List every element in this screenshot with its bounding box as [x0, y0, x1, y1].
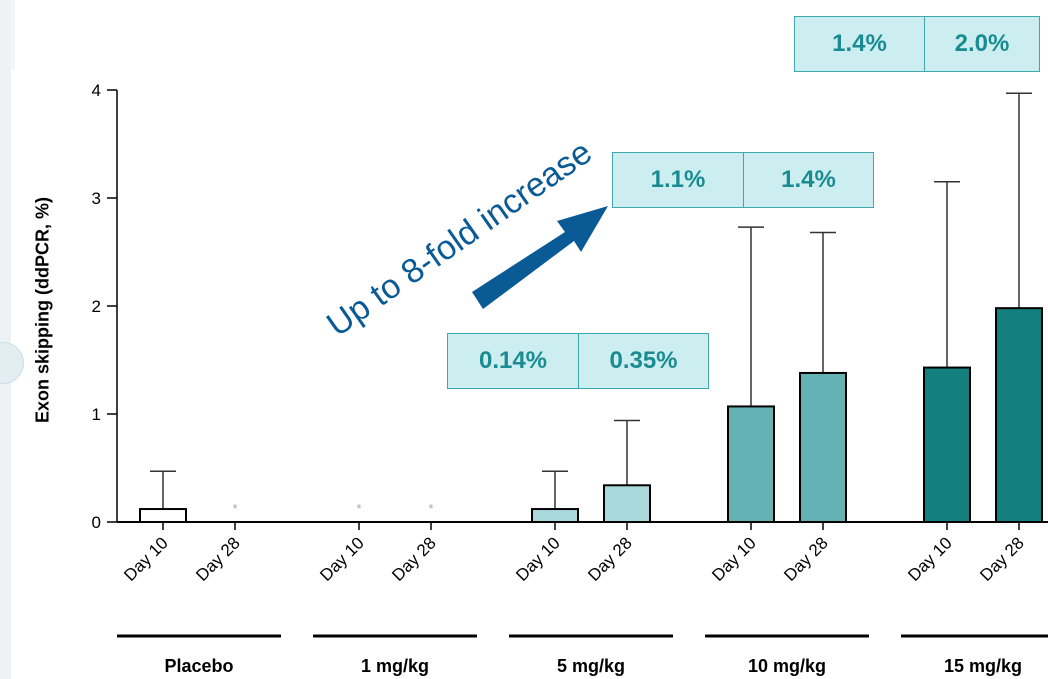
- stat-value-day10: 1.1%: [650, 166, 706, 193]
- y-tick-label: 4: [92, 81, 101, 100]
- left-edge-panel: [0, 0, 11, 679]
- y-tick-label: 1: [92, 405, 101, 424]
- group-label: 5 mg/kg: [557, 656, 625, 676]
- zero-value-marker: *: [232, 501, 237, 516]
- bar: [139, 508, 187, 524]
- y-tick-label: 3: [92, 189, 101, 208]
- bar: [923, 366, 971, 523]
- stat-value-day10: 1.4%: [832, 30, 887, 57]
- stat-box-10mg: 1.1% 1.4%: [612, 152, 874, 208]
- stat-value-day10: 0.14%: [478, 347, 548, 374]
- stat-value-day28: 2.0%: [923, 17, 1039, 71]
- zero-value-marker: *: [356, 501, 361, 516]
- bar: [531, 508, 579, 524]
- group-label: 1 mg/kg: [361, 656, 429, 676]
- group-label: Placebo: [164, 656, 233, 676]
- bar: [727, 405, 775, 523]
- stat-value-day28: 1.4%: [743, 153, 873, 207]
- stat-box-5mg: 0.14% 0.35%: [447, 333, 709, 389]
- group-label: 15 mg/kg: [944, 656, 1022, 676]
- zero-value-marker: *: [428, 501, 433, 516]
- stat-value-day28: 0.35%: [578, 334, 708, 388]
- bar: [995, 307, 1043, 523]
- top-edge-strip: [11, 0, 15, 70]
- increase-arrow-shape: [472, 206, 608, 309]
- group-label: 10 mg/kg: [748, 656, 826, 676]
- bar: [799, 371, 847, 523]
- bar: [603, 484, 651, 523]
- y-tick-label: 2: [92, 297, 101, 316]
- stat-box-15mg: 1.4% 2.0%: [794, 16, 1040, 72]
- y-tick-label: 0: [92, 513, 101, 532]
